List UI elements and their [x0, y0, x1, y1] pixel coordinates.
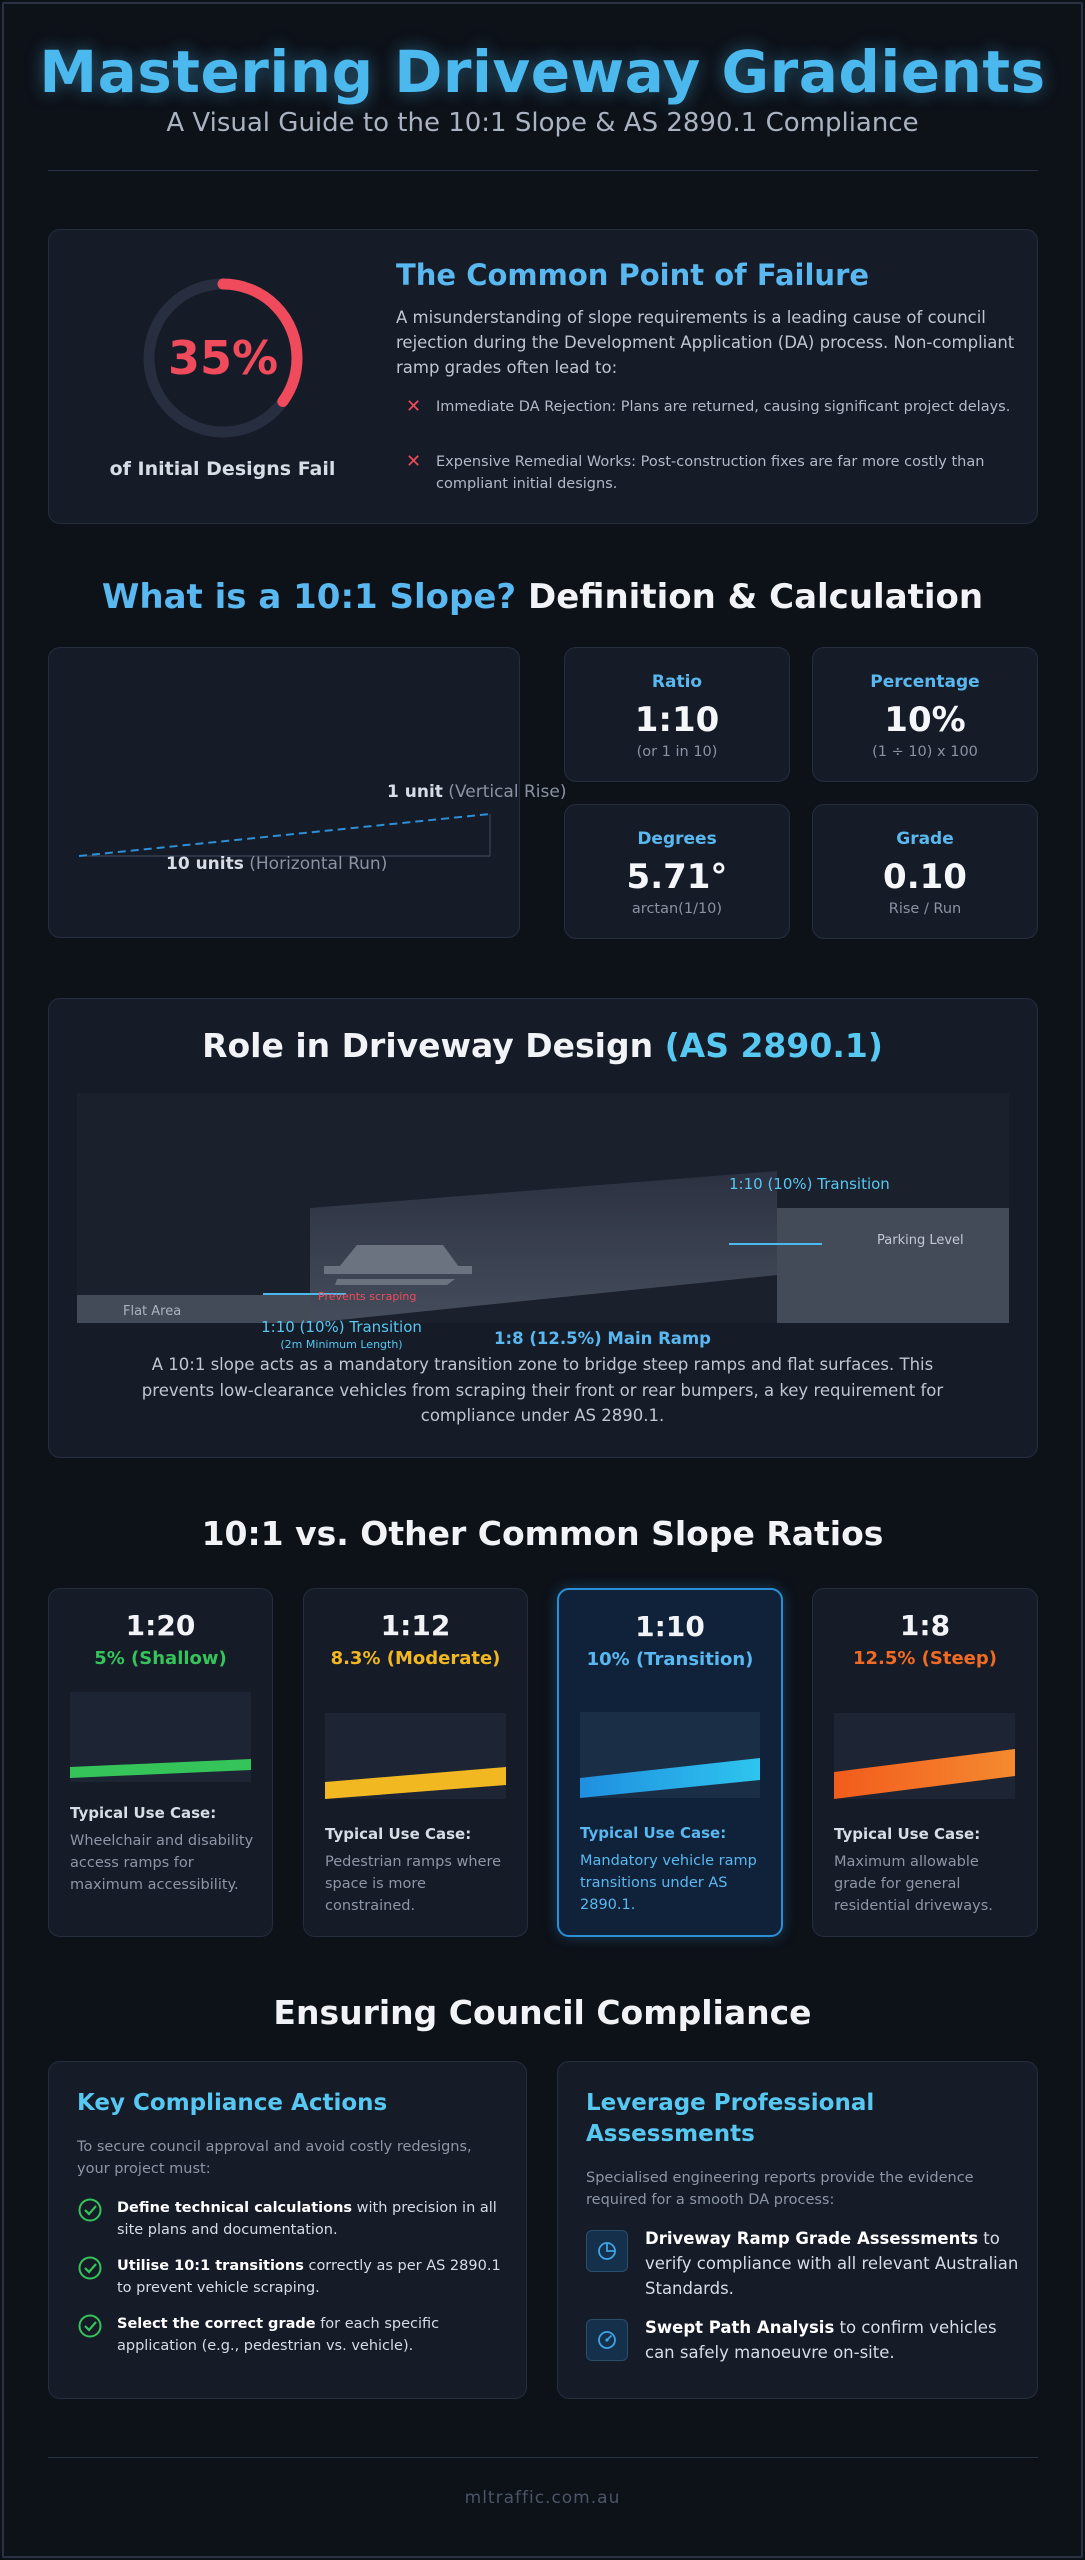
failure-paragraph: A misunderstanding of slope requirements…: [396, 308, 1015, 377]
run-label: 10 units (Horizontal Run): [166, 854, 388, 874]
ratio-value: 1:8: [899, 1609, 951, 1642]
ratio-value: 1:12: [380, 1609, 451, 1642]
use-case-text: Pedestrian ramps where space is more con…: [325, 1854, 502, 1914]
compliance-actions-heading: Key Compliance Actions: [77, 2090, 388, 2116]
page-title: Mastering Driveway Gradients: [39, 38, 1046, 106]
role-heading-text: Role in Driveway Design: [202, 1026, 665, 1065]
parking-level-block: [777, 1208, 1009, 1323]
min-length-label: (2m Minimum Length): [280, 1338, 403, 1351]
flat-area-label: Flat Area: [123, 1304, 182, 1319]
ratios-heading: 10:1 vs. Other Common Slope Ratios: [201, 1514, 884, 1553]
footer-website: mltraffic.com.au: [464, 2488, 621, 2508]
transition-right-label: 1:10 (10%) Transition: [729, 1175, 890, 1193]
cross-icon: ✕: [406, 396, 422, 417]
ratio-card-1-10: 1:10 10% (Transition) Typical Use Case: …: [557, 1588, 783, 1937]
slope-line: [78, 813, 491, 857]
ratio-percent: 12.5% (Steep): [852, 1648, 998, 1669]
rise-label: 1 unit (Vertical Rise): [387, 782, 567, 802]
main-ramp-label: 1:8 (12.5%) Main Ramp: [494, 1329, 711, 1348]
role-heading: Role in Driveway Design (AS 2890.1): [0, 1026, 1085, 1065]
use-case-text: Maximum allowable grade for general resi…: [834, 1854, 993, 1914]
failure-item-text: Expensive Remedial Works: Post-construct…: [436, 454, 985, 492]
slope-visual: [580, 1712, 760, 1798]
definition-heading: What is a 10:1 Slope? Definition & Calcu…: [0, 577, 1085, 617]
use-case-label: Typical Use Case:: [325, 1825, 472, 1843]
failure-donut: 35%: [138, 273, 308, 443]
slope-visual: [834, 1713, 1015, 1799]
assessments-heading: Leverage Professional Assessments: [586, 2090, 875, 2147]
metric-degrees: Degrees 5.71° arctan(1/10): [564, 804, 790, 939]
pie-chart-icon: [586, 2230, 628, 2272]
compliance-heading: Ensuring Council Compliance: [273, 1993, 812, 2032]
driveway-diagram: Flat Area Prevents scraping 1:10 (10%) T…: [77, 1093, 1009, 1323]
flat-area-block: [77, 1295, 310, 1323]
ratio-percent: 10% (Transition): [586, 1649, 754, 1670]
transition-left-label: 1:10 (10%) Transition: [261, 1318, 422, 1336]
slope-visual: [325, 1713, 506, 1799]
use-case-label: Typical Use Case:: [70, 1804, 217, 1822]
metric-grade: Grade 0.10 Rise / Run: [812, 804, 1038, 939]
ratio-card-1-12: 1:12 8.3% (Moderate) Typical Use Case: P…: [303, 1588, 528, 1937]
failure-heading: The Common Point of Failure: [396, 258, 870, 292]
definition-heading-rest: Definition & Calculation: [516, 577, 984, 617]
ratio-card-1-8: 1:8 12.5% (Steep) Typical Use Case: Maxi…: [812, 1588, 1038, 1937]
gauge-icon: [586, 2319, 628, 2361]
role-heading-highlight: (AS 2890.1): [664, 1026, 883, 1065]
compliance-actions-intro: To secure council approval and avoid cos…: [77, 2139, 472, 2177]
slope-visual: [70, 1692, 251, 1782]
header-divider: [48, 170, 1038, 171]
ratio-value: 1:10: [635, 1610, 705, 1643]
slope-diagram-card: 1 unit (Vertical Rise) 10 units (Horizon…: [48, 647, 566, 938]
page-subtitle: A Visual Guide to the 10:1 Slope & AS 28…: [166, 108, 919, 138]
use-case-label: Typical Use Case:: [580, 1824, 727, 1842]
assessments-card: Leverage Professional Assessments Specia…: [557, 2061, 1038, 2399]
check-circle-icon: [78, 2256, 102, 2280]
ratio-percent: 8.3% (Moderate): [330, 1648, 501, 1669]
footer-divider: [48, 2457, 1038, 2458]
metric-ratio: Ratio 1:10 (or 1 in 10): [564, 647, 790, 782]
use-case-label: Typical Use Case:: [834, 1825, 981, 1843]
use-case-text: Mandatory vehicle ramp transitions under…: [580, 1853, 757, 1913]
car-silhouette: [324, 1245, 472, 1285]
ratio-card-1-20: 1:20 5% (Shallow) Typical Use Case: Whee…: [48, 1588, 273, 1937]
cross-icon: ✕: [406, 451, 422, 472]
failure-item-text: Immediate DA Rejection: Plans are return…: [436, 399, 1011, 415]
prevents-scraping-label: Prevents scraping: [318, 1290, 417, 1303]
definition-heading-highlight: What is a 10:1 Slope?: [101, 577, 517, 617]
failure-percent: 35%: [167, 331, 279, 385]
compliance-actions-card: Key Compliance Actions To secure council…: [48, 2061, 527, 2399]
ratio-value: 1:20: [125, 1609, 196, 1642]
metric-percentage: Percentage 10% (1 ÷ 10) x 100: [812, 647, 1038, 782]
role-paragraph: A 10:1 slope acts as a mandatory transit…: [141, 1355, 944, 1425]
assessments-intro: Specialised engineering reports provide …: [586, 2170, 974, 2208]
parking-level-label: Parking Level: [877, 1233, 964, 1248]
check-circle-icon: [78, 2198, 102, 2222]
use-case-text: Wheelchair and disability access ramps f…: [70, 1833, 254, 1893]
failure-card: [48, 229, 1038, 524]
check-circle-icon: [78, 2314, 102, 2338]
donut-arc: [143, 278, 303, 438]
ratio-percent: 5% (Shallow): [94, 1648, 227, 1669]
failure-caption: of Initial Designs Fail: [109, 458, 336, 480]
